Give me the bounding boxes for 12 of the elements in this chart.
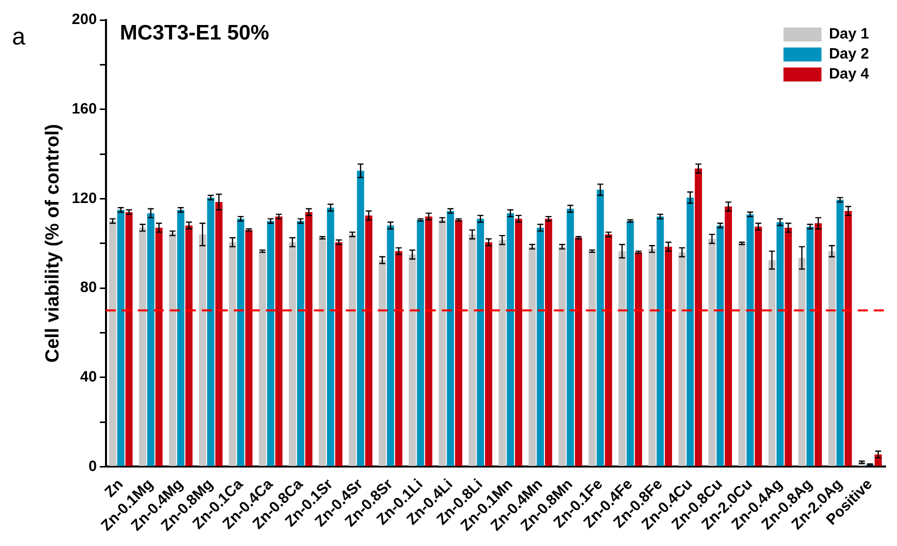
y-tick-label: 80 xyxy=(80,279,97,296)
y-axis-title: Cell viability (% of control) xyxy=(42,124,64,363)
y-tick-label: 200 xyxy=(72,11,97,28)
text: a xyxy=(12,24,26,51)
legend-label: Day 2 xyxy=(828,46,870,63)
legend-label: Day 4 xyxy=(828,66,870,83)
legend-label: Day 1 xyxy=(828,26,870,43)
y-tick-label: 0 xyxy=(88,458,97,475)
y-tick-label: 40 xyxy=(80,368,97,386)
y-tick-label: 120 xyxy=(72,190,97,207)
y-tick-label: 160 xyxy=(72,100,97,118)
chart-title: MC3T3-E1 50% xyxy=(120,21,270,44)
